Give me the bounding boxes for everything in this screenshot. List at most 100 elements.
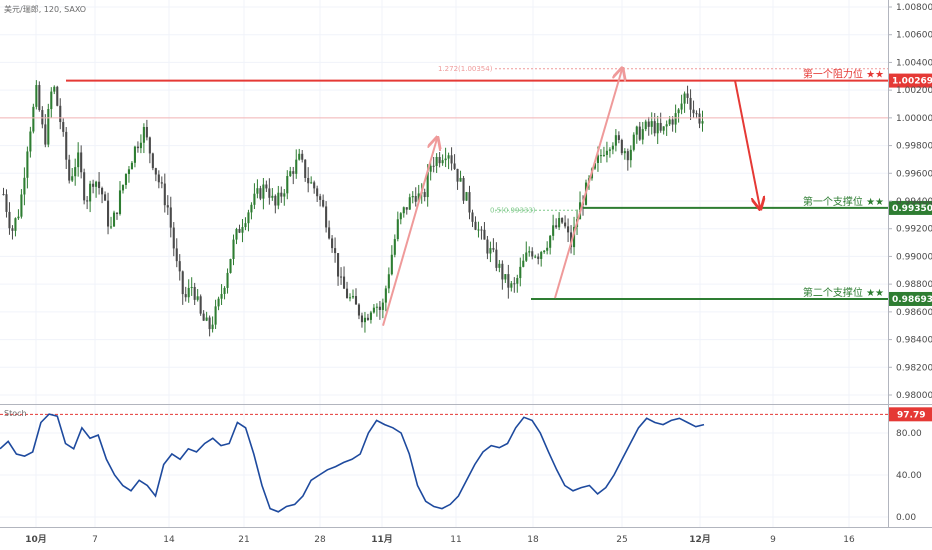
candle-body [35, 85, 38, 107]
candle-body [477, 229, 480, 231]
candle-body [154, 168, 157, 175]
grid [0, 0, 888, 528]
candle-body [98, 181, 101, 189]
y-tick-label: 1.00800 [896, 3, 932, 13]
candle-body [596, 155, 599, 163]
stoch-pane[interactable] [0, 405, 888, 527]
candle-body [552, 225, 555, 236]
candle-body [465, 192, 468, 201]
candle-body [319, 196, 322, 200]
candle-body [644, 121, 647, 130]
candle-body [453, 163, 456, 169]
support-1-price-badge [889, 200, 932, 215]
candle-body [259, 188, 262, 199]
candle-body [369, 312, 372, 320]
candle-body [235, 228, 238, 240]
candle-body [492, 248, 495, 250]
candle-body [274, 195, 277, 206]
candle-body [41, 110, 44, 125]
level-lines: 1.272(1.00354) 0.5(0.99333) 第一个阻力位 ★★ 1.002… [0, 65, 932, 306]
candle-body [8, 211, 11, 229]
y-tick-label: 0.98200 [896, 363, 932, 373]
candle-body [567, 226, 570, 233]
candle-body [543, 250, 546, 253]
candle-body [674, 113, 677, 125]
candle-body [342, 276, 346, 289]
candle-body [468, 192, 471, 213]
time-axis[interactable] [0, 528, 888, 550]
candle-body [340, 276, 343, 278]
candle-body [295, 159, 298, 174]
candle-body [558, 217, 561, 228]
x-tick-label: 11 [450, 535, 461, 545]
main-pane[interactable] [0, 0, 888, 405]
candle-body [423, 192, 426, 198]
candle-body [17, 216, 20, 219]
candle-body [104, 194, 107, 201]
candle-body [507, 274, 510, 288]
candle-body [393, 239, 396, 255]
candle-body [322, 199, 325, 207]
candle-body [360, 315, 364, 323]
candle-body [101, 188, 104, 195]
resistance-1-label: 第一个阻力位 ★★ [803, 68, 884, 81]
candle-body [540, 252, 543, 259]
stoch-header: Stoch [4, 409, 27, 418]
support-1-label: 第一个支撑位 ★★ [803, 195, 884, 208]
candle-body [86, 200, 89, 202]
candle-body [229, 259, 232, 273]
candlesticks [2, 80, 704, 337]
x-tick-label: 10月 [25, 534, 47, 545]
resistance-1-price-badge [889, 73, 932, 88]
candle-body [486, 239, 489, 254]
candle-body [115, 212, 119, 214]
candle-body [244, 223, 247, 228]
candle-body [689, 97, 692, 110]
candle-body [441, 160, 444, 164]
candle-body [348, 297, 352, 299]
candle-body [80, 152, 83, 173]
candle-body [653, 121, 656, 134]
candle-body [289, 171, 292, 177]
candle-body [375, 306, 378, 308]
candle-body [408, 197, 411, 210]
candle-body [435, 156, 438, 166]
candle-body [169, 207, 172, 228]
stoch-series-line [0, 413, 705, 513]
x-tick-label: 9 [770, 535, 776, 545]
projection-arrows [382, 69, 760, 326]
candle-body [632, 134, 635, 150]
candle-body [292, 171, 295, 174]
y-tick-label: 0.99200 [896, 225, 932, 235]
candle-body [139, 142, 142, 149]
candle-body [480, 229, 483, 231]
candle-body [184, 294, 187, 298]
candle-body [519, 266, 522, 279]
x-tick-label: 28 [314, 535, 326, 545]
candle-body [214, 306, 217, 325]
price-axis[interactable] [888, 0, 932, 528]
candle-body [20, 194, 23, 217]
candle-body [59, 105, 62, 123]
candle-body [351, 296, 355, 298]
candle-body [32, 106, 35, 132]
candle-body [220, 293, 223, 299]
candle-body [564, 222, 567, 227]
candle-body [250, 204, 253, 213]
candle-body [124, 173, 128, 185]
candle-body [537, 256, 540, 259]
candle-body [157, 174, 160, 183]
candle-body [262, 184, 265, 199]
candle-body [528, 251, 531, 253]
support-2-price-value: 0.98693 [892, 295, 932, 305]
candle-body [656, 122, 659, 134]
candle-body [450, 155, 453, 164]
candle-body [109, 226, 113, 228]
candle-body [232, 239, 235, 260]
candle-body [381, 302, 384, 310]
candle-body [489, 248, 492, 254]
candle-body [238, 228, 241, 233]
candle-body [659, 122, 662, 131]
